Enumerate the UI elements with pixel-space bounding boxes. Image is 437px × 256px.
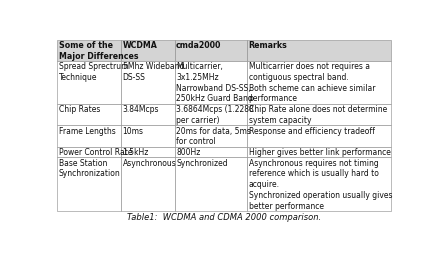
Bar (121, 104, 175, 125)
Text: Some of the
Major Differences: Some of the Major Differences (59, 41, 138, 60)
Bar (57, 104, 121, 125)
Bar (57, 61, 121, 104)
Text: 20ms for data, 5ms
for control: 20ms for data, 5ms for control (176, 126, 251, 146)
Bar (247, 104, 391, 125)
Text: WCDMA: WCDMA (122, 41, 157, 50)
Text: Asynchronous: Asynchronous (122, 159, 176, 168)
Text: 10ms: 10ms (122, 126, 144, 135)
Bar (121, 40, 175, 61)
Bar (247, 147, 391, 157)
Bar (121, 157, 175, 211)
Text: 800Hz: 800Hz (176, 148, 201, 157)
Bar (175, 61, 247, 104)
Text: Higher gives better link performance: Higher gives better link performance (249, 148, 391, 157)
Text: Multicarrier,
3x1.25MHz
Narrowband DS-SS,
250kHz Guard Band: Multicarrier, 3x1.25MHz Narrowband DS-SS… (176, 62, 253, 103)
Text: 3.6864Mcps (1.2288
per carrier): 3.6864Mcps (1.2288 per carrier) (176, 105, 254, 125)
Text: Asynchronous requires not timing
reference which is usually hard to
acquire.
Syn: Asynchronous requires not timing referen… (249, 159, 392, 211)
Text: Base Station
Synchronization: Base Station Synchronization (59, 159, 121, 178)
Bar (121, 125, 175, 147)
Text: Spread Sprectrum
Technique: Spread Sprectrum Technique (59, 62, 128, 82)
Bar (57, 157, 121, 211)
Bar (57, 40, 121, 61)
Bar (247, 40, 391, 61)
Text: Chip Rate alone does not determine
system capacity: Chip Rate alone does not determine syste… (249, 105, 387, 125)
Text: 5Mhz Wideband
DS-SS: 5Mhz Wideband DS-SS (122, 62, 184, 82)
Bar (121, 147, 175, 157)
Text: Table1:  WCDMA and CDMA 2000 comparison.: Table1: WCDMA and CDMA 2000 comparison. (127, 213, 321, 222)
Bar (121, 61, 175, 104)
Bar (57, 125, 121, 147)
Text: Response and efficiency tradeoff: Response and efficiency tradeoff (249, 126, 375, 135)
Bar (175, 147, 247, 157)
Text: Power Control Rate: Power Control Rate (59, 148, 132, 157)
Text: Chip Rates: Chip Rates (59, 105, 100, 114)
Bar (247, 61, 391, 104)
Bar (175, 125, 247, 147)
Text: Remarks: Remarks (249, 41, 288, 50)
Text: Multicarrier does not requires a
contiguous spectral band.
Both scheme can achie: Multicarrier does not requires a contigu… (249, 62, 375, 103)
Text: cmda2000: cmda2000 (176, 41, 222, 50)
Text: Frame Lengths: Frame Lengths (59, 126, 115, 135)
Bar (175, 157, 247, 211)
Text: 3.84Mcps: 3.84Mcps (122, 105, 159, 114)
Text: 1.5kHz: 1.5kHz (122, 148, 149, 157)
Bar (175, 104, 247, 125)
Bar (247, 157, 391, 211)
Bar (175, 40, 247, 61)
Text: Synchronized: Synchronized (176, 159, 228, 168)
Bar (57, 147, 121, 157)
Bar (247, 125, 391, 147)
